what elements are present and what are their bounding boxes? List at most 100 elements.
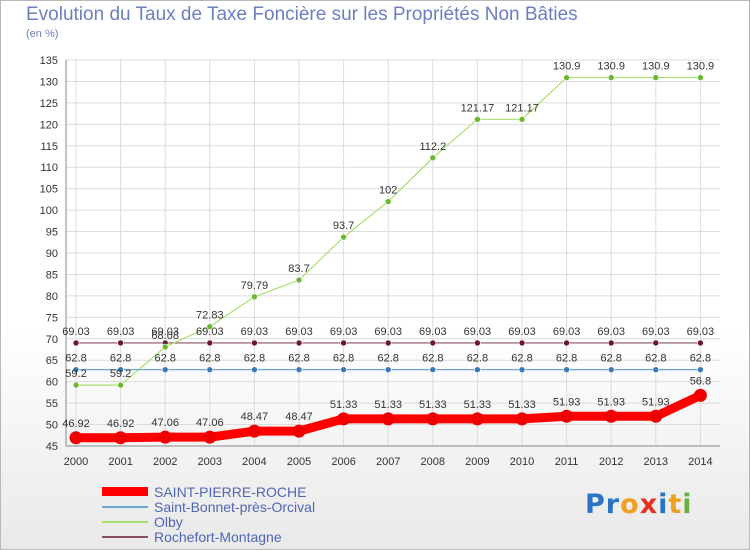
data-label: 69.03 bbox=[330, 326, 358, 338]
data-label: 121.17 bbox=[505, 102, 539, 114]
y-tick-label: 130 bbox=[40, 76, 58, 88]
data-label: 51.93 bbox=[553, 396, 581, 408]
x-tick-label: 2001 bbox=[108, 456, 132, 468]
data-label: 62.8 bbox=[65, 353, 86, 365]
legend-label: Rochefort-Montagne bbox=[154, 529, 282, 545]
data-label: 102 bbox=[379, 185, 397, 197]
data-point bbox=[426, 412, 440, 426]
data-point bbox=[604, 409, 618, 423]
chart-title: Evolution du Taux de Taxe Foncière sur l… bbox=[26, 4, 578, 25]
data-point bbox=[206, 339, 214, 347]
y-tick-label: 95 bbox=[46, 227, 58, 239]
data-point bbox=[340, 339, 347, 347]
data-label: 69.03 bbox=[241, 326, 269, 338]
data-point bbox=[72, 381, 80, 389]
data-point bbox=[697, 366, 704, 373]
data-label: 62.8 bbox=[199, 353, 220, 365]
data-label: 62.8 bbox=[333, 353, 354, 365]
data-label: 69.03 bbox=[62, 326, 90, 338]
logo-letter: i bbox=[658, 489, 669, 520]
x-tick-label: 2000 bbox=[64, 456, 88, 468]
y-tick-label: 100 bbox=[40, 205, 58, 217]
data-point bbox=[474, 116, 481, 123]
data-point bbox=[518, 116, 526, 123]
data-point bbox=[337, 412, 351, 426]
y-tick-label: 120 bbox=[40, 119, 58, 131]
data-point bbox=[697, 74, 704, 81]
data-point bbox=[563, 366, 570, 373]
data-point bbox=[384, 198, 392, 205]
data-label: 51.93 bbox=[597, 396, 625, 408]
logo-letter: x bbox=[639, 489, 659, 520]
data-point bbox=[340, 366, 347, 373]
data-point bbox=[340, 233, 347, 241]
data-point bbox=[295, 339, 303, 347]
data-label: 62.8 bbox=[467, 353, 488, 365]
data-label: 69.03 bbox=[553, 326, 581, 338]
data-point bbox=[518, 366, 526, 373]
data-label: 93.7 bbox=[333, 220, 354, 232]
data-point bbox=[206, 366, 214, 373]
data-point bbox=[429, 154, 437, 162]
data-label: 130.9 bbox=[642, 61, 670, 73]
data-point bbox=[693, 388, 707, 402]
data-label: 69.03 bbox=[687, 326, 715, 338]
data-point bbox=[607, 366, 615, 373]
data-label: 130.9 bbox=[687, 61, 715, 73]
x-tick-label: 2012 bbox=[599, 456, 623, 468]
data-point bbox=[515, 412, 529, 426]
proxiti-logo: Proxiti bbox=[585, 489, 693, 520]
data-point bbox=[652, 74, 660, 81]
data-label: 62.8 bbox=[645, 353, 666, 365]
legend-item: Olby bbox=[102, 514, 402, 530]
x-tick-label: 2007 bbox=[376, 456, 400, 468]
legend-swatch bbox=[102, 536, 148, 538]
y-tick-label: 60 bbox=[46, 377, 58, 389]
data-point bbox=[161, 343, 169, 351]
data-point bbox=[563, 74, 570, 81]
data-label: 59.2 bbox=[65, 368, 86, 380]
data-point bbox=[429, 339, 437, 347]
data-point bbox=[114, 431, 128, 445]
data-point bbox=[72, 366, 80, 373]
data-label: 59.2 bbox=[110, 368, 131, 380]
data-point bbox=[251, 293, 258, 301]
legend-item: SAINT-PIERRE-ROCHE bbox=[102, 484, 402, 500]
data-point bbox=[117, 381, 124, 389]
data-point bbox=[251, 366, 258, 373]
data-point bbox=[607, 74, 615, 81]
data-label: 83.7 bbox=[288, 263, 309, 275]
data-point bbox=[652, 366, 660, 373]
logo-letter: i bbox=[682, 489, 693, 520]
y-tick-label: 75 bbox=[46, 312, 58, 324]
x-tick-label: 2014 bbox=[688, 456, 712, 468]
data-label: 62.8 bbox=[288, 353, 309, 365]
legend-item: Saint-Bonnet-près-Orcival bbox=[102, 499, 402, 515]
data-label: 51.93 bbox=[642, 396, 670, 408]
data-label: 130.9 bbox=[597, 61, 625, 73]
x-tick-label: 2013 bbox=[644, 456, 668, 468]
data-label: 62.8 bbox=[690, 353, 711, 365]
data-label: 51.33 bbox=[508, 399, 536, 411]
data-point bbox=[381, 412, 395, 426]
data-label: 69.03 bbox=[464, 326, 492, 338]
data-label: 69.03 bbox=[597, 326, 625, 338]
y-tick-label: 115 bbox=[40, 141, 58, 153]
data-point bbox=[607, 339, 615, 347]
legend-label: SAINT-PIERRE-ROCHE bbox=[154, 484, 307, 500]
data-point bbox=[697, 339, 704, 347]
data-label: 130.9 bbox=[553, 61, 581, 73]
data-label: 62.8 bbox=[511, 353, 532, 365]
data-label: 69.03 bbox=[374, 326, 402, 338]
data-point bbox=[117, 366, 124, 373]
data-point bbox=[649, 409, 663, 423]
data-point bbox=[470, 412, 484, 426]
legend-item: Rochefort-Montagne bbox=[102, 529, 402, 545]
y-tick-label: 85 bbox=[46, 269, 58, 281]
y-tick-label: 110 bbox=[40, 162, 58, 174]
data-point bbox=[560, 409, 574, 423]
y-tick-label: 105 bbox=[40, 184, 58, 196]
data-label: 51.33 bbox=[330, 399, 358, 411]
data-point bbox=[518, 339, 526, 347]
